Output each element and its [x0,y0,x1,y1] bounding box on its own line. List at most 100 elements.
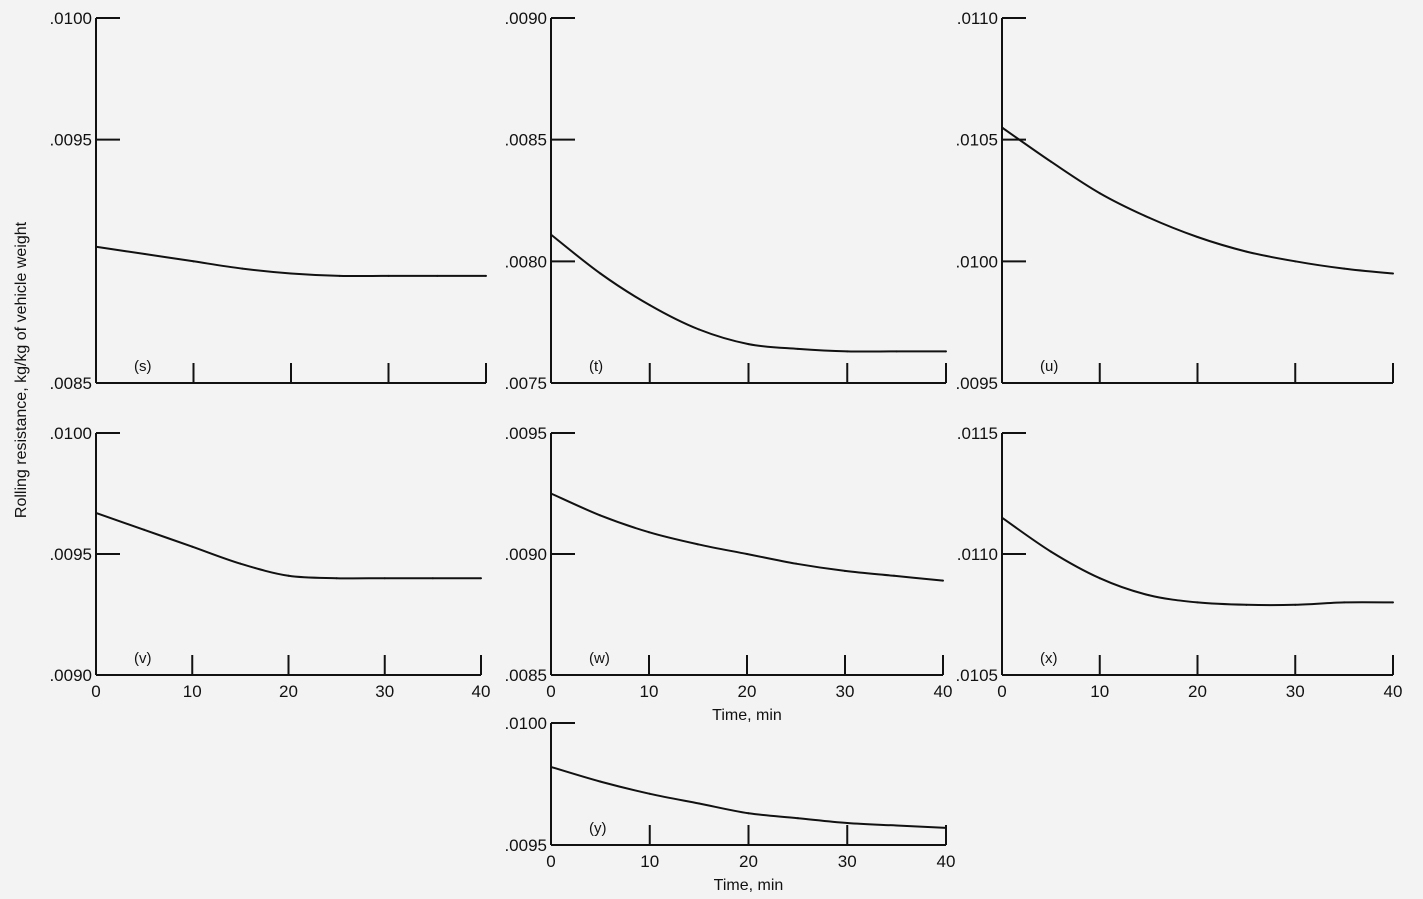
data-point [287,574,290,577]
data-point [485,274,487,277]
data-point [648,792,651,795]
data-point [550,492,552,495]
panel-label: (u) [1040,358,1058,375]
panel-label: (x) [1040,650,1058,667]
x-tick-label: 20 [279,682,298,701]
data-point [599,272,602,275]
data-point [1196,236,1199,238]
data-point [648,531,650,534]
panel-y: .0095 .0100 0 10 20 30 40 Time, min (y) [504,714,955,894]
x-tick-label: 20 [1188,682,1207,701]
y-tick-label: .0100 [955,252,998,271]
data-point [1343,601,1346,604]
data-point [795,562,797,565]
panel-s: .0085 .0095 .0100 (s) [49,9,487,393]
data-point [387,274,390,277]
data-point [1392,601,1394,604]
y-tick-label: .0110 [957,9,998,28]
data-point [95,511,97,514]
data-point [1294,603,1297,606]
data-point [1001,126,1003,129]
data-point [1245,603,1248,606]
data-point [143,253,146,256]
data-point [599,780,602,783]
data-point [436,274,439,277]
data-point [191,545,194,548]
data-point [335,577,338,580]
y-tick-label: .0090 [504,9,547,28]
data-point [648,304,651,307]
data-point [697,543,699,546]
panel-label: (t) [589,358,603,375]
y-tick-label: .0090 [49,666,92,685]
data-point [1098,577,1101,580]
data-point [550,765,552,768]
x-tick-label: 0 [546,682,555,701]
x-tick-label: 10 [1090,682,1109,701]
data-point [192,260,195,263]
y-tick-label: .0075 [504,374,547,393]
data-point [1049,550,1052,553]
data-point [796,347,799,350]
data-point [942,579,944,582]
series-line [550,492,944,582]
x-tick-label: 10 [640,852,659,871]
y-tick-label: .0100 [49,9,92,28]
data-point [747,812,750,815]
data-point [550,233,552,236]
y-tick-label: .0100 [504,714,547,733]
x-tick-label: 30 [375,682,394,701]
data-point [143,528,146,531]
x-tick-label: 20 [739,852,758,871]
y-tick-label: .0115 [957,424,998,443]
data-point [1392,272,1394,275]
data-point [1147,594,1150,597]
series-line [1001,516,1394,607]
series-line [1001,126,1394,275]
y-tick-label: .0110 [957,545,998,564]
data-point [290,272,292,275]
x-tick-label: 40 [1384,682,1403,701]
panel-v: .0090 .0095 .0100 0 10 20 30 40 (v) [49,424,490,701]
x-tick-label: 0 [997,682,1006,701]
data-point [383,577,386,580]
data-point [698,328,701,331]
data-point [698,802,701,805]
y-tick-label: .0095 [49,131,92,150]
y-axis-label: Rolling resistance, kg/kg of vehicle wei… [13,221,30,518]
y-tick-label: .0080 [504,252,547,271]
data-point [241,267,244,270]
x-tick-label: 30 [1286,682,1305,701]
x-tick-label: 40 [937,852,956,871]
x-tick-label: 40 [934,682,953,701]
y-tick-label: .0100 [49,424,92,443]
y-tick-label: .0105 [955,131,998,150]
y-tick-label: .0095 [49,545,92,564]
x-tick-label: 0 [546,852,555,871]
y-tick-label: .0085 [504,131,547,150]
series-line [550,765,947,829]
x-tick-label: 40 [472,682,491,701]
data-point [746,553,748,555]
data-point [844,569,846,572]
data-point [1147,216,1150,219]
panel-w: .0085 .0090 .0095 0 10 20 30 40 Time, min (w) [504,424,952,724]
x-axis-label: Time, min [712,707,782,724]
data-point [480,577,482,580]
y-tick-label: .0105 [955,666,998,685]
data-point [431,577,434,580]
data-point [895,824,898,827]
panel-t: .0075 .0080 .0085 .0090 (t) [504,9,947,393]
data-point [1001,516,1003,519]
data-point [893,574,895,577]
data-point [1343,267,1346,270]
panel-label: (s) [134,358,152,375]
y-tick-label: .0095 [955,374,998,393]
data-point [747,343,750,346]
data-point [95,245,97,248]
x-tick-label: 10 [640,682,659,701]
data-point [239,562,242,565]
x-tick-label: 10 [183,682,202,701]
data-point [895,350,898,353]
y-tick-label: .0095 [504,836,547,855]
